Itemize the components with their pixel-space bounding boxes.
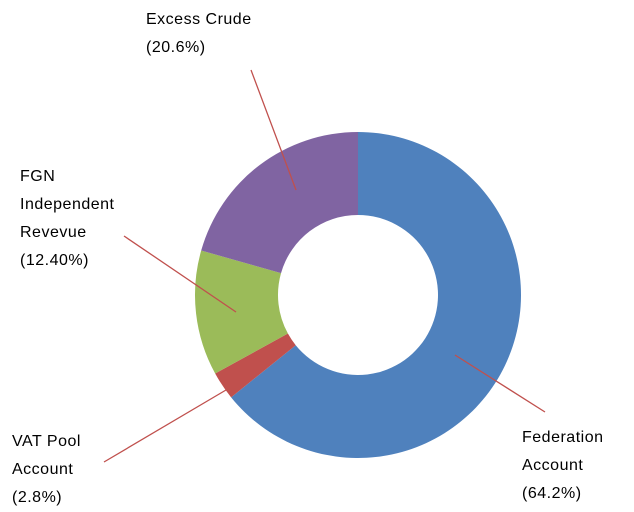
value-label: (64.2%) bbox=[522, 485, 582, 502]
slice-label: VAT Pool Account (2.8%) bbox=[12, 428, 107, 512]
value-label: (2.8%) bbox=[12, 489, 63, 506]
category-label: Excess Crude bbox=[146, 11, 252, 28]
donut-slice bbox=[195, 250, 288, 374]
value-label: (20.6%) bbox=[146, 39, 206, 56]
donut-slice bbox=[231, 132, 521, 459]
value-label: (12.40%) bbox=[20, 252, 89, 269]
slice-label: Excess Crude (20.6%) bbox=[146, 6, 286, 62]
slice-label: FGN Independent Revevue (12.40%) bbox=[20, 163, 130, 275]
category-label: Federation Account bbox=[522, 429, 604, 474]
leader-line bbox=[250, 69, 297, 191]
slice-label: Federation Account (64.2%) bbox=[522, 424, 622, 508]
donut-slice bbox=[201, 132, 358, 274]
category-label: VAT Pool Account bbox=[12, 433, 81, 478]
category-label: FGN Independent Revevue bbox=[20, 168, 115, 241]
donut-slice bbox=[215, 333, 296, 398]
leader-lines bbox=[103, 69, 546, 463]
leader-line bbox=[123, 235, 237, 313]
slices bbox=[195, 132, 521, 459]
leader-line bbox=[454, 354, 546, 413]
leader-line bbox=[103, 389, 227, 463]
